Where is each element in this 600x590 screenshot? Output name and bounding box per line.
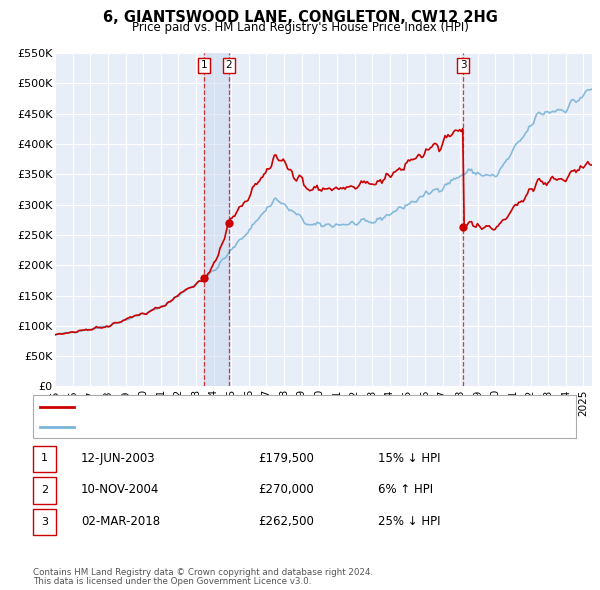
Text: 3: 3 bbox=[41, 517, 48, 527]
Text: 6, GIANTSWOOD LANE, CONGLETON, CW12 2HG (detached house): 6, GIANTSWOOD LANE, CONGLETON, CW12 2HG … bbox=[81, 402, 414, 412]
Bar bbox=[204, 53, 229, 386]
Text: Contains HM Land Registry data © Crown copyright and database right 2024.: Contains HM Land Registry data © Crown c… bbox=[33, 568, 373, 577]
Text: £270,000: £270,000 bbox=[258, 483, 314, 496]
Text: HPI: Average price, detached house, Cheshire East: HPI: Average price, detached house, Ches… bbox=[81, 422, 334, 432]
Text: 02-MAR-2018: 02-MAR-2018 bbox=[81, 515, 160, 528]
Text: 6% ↑ HPI: 6% ↑ HPI bbox=[378, 483, 433, 496]
Text: £262,500: £262,500 bbox=[258, 515, 314, 528]
Text: Price paid vs. HM Land Registry's House Price Index (HPI): Price paid vs. HM Land Registry's House … bbox=[131, 21, 469, 34]
Text: 2: 2 bbox=[226, 60, 232, 70]
Text: 10-NOV-2004: 10-NOV-2004 bbox=[81, 483, 160, 496]
Text: 2: 2 bbox=[41, 485, 48, 495]
Text: 25% ↓ HPI: 25% ↓ HPI bbox=[378, 515, 440, 528]
Text: 1: 1 bbox=[41, 453, 48, 463]
Text: This data is licensed under the Open Government Licence v3.0.: This data is licensed under the Open Gov… bbox=[33, 577, 311, 586]
Text: £179,500: £179,500 bbox=[258, 451, 314, 464]
Text: 12-JUN-2003: 12-JUN-2003 bbox=[81, 451, 155, 464]
Text: 15% ↓ HPI: 15% ↓ HPI bbox=[378, 451, 440, 464]
Text: 6, GIANTSWOOD LANE, CONGLETON, CW12 2HG: 6, GIANTSWOOD LANE, CONGLETON, CW12 2HG bbox=[103, 10, 497, 25]
Text: 1: 1 bbox=[200, 60, 207, 70]
Text: 3: 3 bbox=[460, 60, 466, 70]
